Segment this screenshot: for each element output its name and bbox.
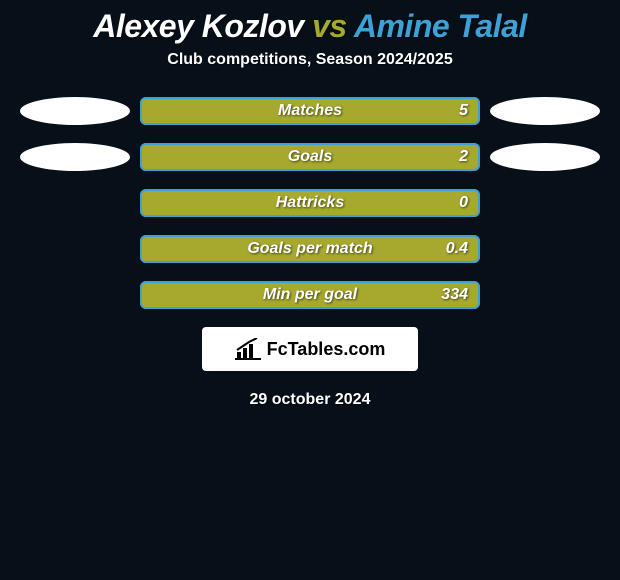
source-logo: FcTables.com xyxy=(202,327,418,371)
stat-bar: Hattricks0 xyxy=(140,189,480,217)
player2-indicator xyxy=(490,143,600,171)
stat-row: Matches5 xyxy=(0,97,620,125)
stat-label: Min per goal xyxy=(140,286,480,304)
stat-bar: Matches5 xyxy=(140,97,480,125)
logo-text: FcTables.com xyxy=(267,339,386,360)
stat-value: 2 xyxy=(459,148,468,166)
player1-name: Alexey Kozlov xyxy=(93,8,303,44)
stat-row: Goals2 xyxy=(0,143,620,171)
stat-value: 5 xyxy=(459,102,468,120)
stat-bar: Goals per match0.4 xyxy=(140,235,480,263)
stat-label: Goals xyxy=(140,148,480,166)
stat-label: Matches xyxy=(140,102,480,120)
stat-row: Goals per match0.4 xyxy=(0,235,620,263)
stat-label: Hattricks xyxy=(140,194,480,212)
stats-rows: Matches5Goals2Hattricks0Goals per match0… xyxy=(0,97,620,309)
player1-indicator xyxy=(20,143,130,171)
stat-value: 334 xyxy=(441,286,468,304)
page-title: Alexey Kozlov vs Amine Talal xyxy=(0,0,620,51)
player2-indicator xyxy=(490,97,600,125)
subtitle: Club competitions, Season 2024/2025 xyxy=(0,51,620,97)
player1-indicator xyxy=(20,97,130,125)
stat-label: Goals per match xyxy=(140,240,480,258)
chart-icon xyxy=(235,338,261,360)
stat-value: 0 xyxy=(459,194,468,212)
date-text: 29 october 2024 xyxy=(0,371,620,409)
vs-separator: vs xyxy=(312,8,347,44)
stat-bar: Min per goal334 xyxy=(140,281,480,309)
stat-row: Hattricks0 xyxy=(0,189,620,217)
stats-card: Alexey Kozlov vs Amine Talal Club compet… xyxy=(0,0,620,580)
stat-value: 0.4 xyxy=(446,240,468,258)
player2-name: Amine Talal xyxy=(354,8,527,44)
stat-bar: Goals2 xyxy=(140,143,480,171)
stat-row: Min per goal334 xyxy=(0,281,620,309)
